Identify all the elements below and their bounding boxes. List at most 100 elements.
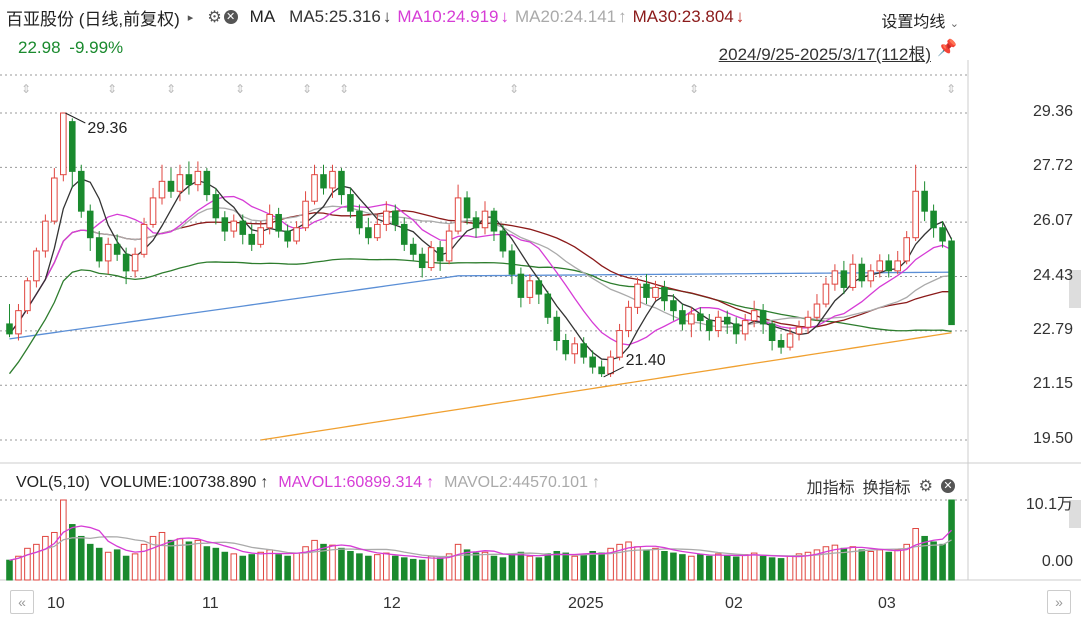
candle-body: [885, 260, 893, 272]
volume-bar: [221, 551, 229, 581]
volume-bar: [822, 546, 830, 581]
candle-body: [436, 247, 444, 262]
ma-label: MA: [249, 7, 276, 26]
candle-body: [302, 200, 309, 229]
candle-body: [526, 280, 534, 298]
volume-bar: [95, 547, 103, 581]
switch-indicator-button[interactable]: 换指标: [862, 480, 911, 497]
price-tick-label: 26.07: [1032, 212, 1073, 230]
candle-body: [580, 343, 587, 358]
candle-body: [60, 112, 67, 176]
candle-body: [840, 270, 848, 288]
mavol2-value: MAVOL2:44570.101: [444, 474, 588, 491]
volume-bar: [759, 555, 767, 581]
time-tick-label: 11: [202, 595, 219, 612]
candle-body: [607, 356, 614, 375]
volume-bar: [33, 543, 40, 581]
volume-bar: [329, 544, 336, 581]
ma10-down-arrow-icon: ↓: [500, 7, 509, 26]
candle-body: [131, 253, 139, 272]
ma10-line: [8, 195, 952, 346]
time-tick-label: 02: [725, 595, 743, 612]
title-dropdown-icon[interactable]: ▸: [187, 11, 194, 24]
candle-body: [95, 237, 103, 262]
volume-bar: [535, 557, 543, 581]
close-icon[interactable]: ✕: [941, 479, 955, 493]
right-scroll-handle-volume[interactable]: [1069, 500, 1081, 528]
volume-bar: [418, 559, 426, 581]
event-marker-icon: ⇕: [946, 82, 956, 96]
candle-body: [42, 220, 49, 252]
low-annotation-label: 21.40: [626, 352, 666, 369]
candle-body: [86, 210, 94, 239]
stock-title[interactable]: 百亚股份 (日线,前复权): [6, 9, 180, 29]
candle-body: [499, 230, 507, 252]
pin-icon[interactable]: 📌: [937, 40, 957, 57]
candle-body: [768, 323, 776, 342]
candle-body: [732, 323, 740, 335]
vol-label: VOL(5,10): [16, 474, 90, 491]
volume-bar: [24, 547, 31, 581]
price-tick-label: 21.15: [1032, 375, 1073, 393]
candle-body: [930, 210, 937, 229]
volume-bar: [239, 555, 247, 581]
candle-body: [589, 356, 596, 368]
candle-body: [813, 303, 821, 318]
price-tick-label: 19.50: [1032, 430, 1073, 447]
candle-body: [266, 213, 273, 229]
scroll-left-button[interactable]: «: [10, 590, 34, 614]
candle-body: [257, 227, 264, 245]
volume-bar: [616, 543, 623, 581]
candle-body: [831, 270, 839, 285]
candle-body: [15, 310, 22, 335]
volume-bar: [42, 535, 49, 581]
candle-body: [356, 210, 363, 229]
gear-icon[interactable]: ⚙: [207, 9, 222, 26]
event-marker-icon: ⇕: [302, 82, 312, 96]
candle-body: [347, 194, 354, 212]
candle-body: [903, 237, 910, 262]
volume-bar: [275, 554, 282, 581]
volume-bar: [122, 555, 130, 581]
mavol1-up-arrow-icon: ↑: [426, 474, 435, 491]
scroll-right-button[interactable]: »: [1047, 590, 1071, 614]
close-icon[interactable]: ✕: [223, 10, 238, 24]
date-range[interactable]: 2024/9/25-2025/3/17(112根): [718, 45, 931, 64]
volume-bar: [903, 543, 910, 581]
volume-bar: [104, 551, 112, 581]
candle-body: [688, 313, 695, 325]
candle-body: [544, 293, 552, 318]
volume-bar: [391, 555, 399, 581]
candle-body: [284, 230, 291, 242]
gear-icon[interactable]: ⚙: [918, 478, 933, 495]
time-tick-label: 12: [383, 595, 401, 612]
candle-body: [490, 210, 498, 232]
ma-settings-button[interactable]: 设置均线 ⌄: [881, 8, 959, 32]
price-tick-label: 27.72: [1032, 157, 1073, 175]
candle-body: [69, 121, 76, 172]
volume-bar: [885, 551, 893, 581]
candle-body: [338, 170, 345, 196]
volume-bar: [723, 554, 731, 581]
mavol1-value: MAVOL1:60899.314: [278, 474, 423, 491]
right-scroll-handle[interactable]: [1069, 270, 1081, 308]
volume-bar: [706, 555, 713, 581]
candle-body: [158, 180, 166, 199]
volume-bar: [51, 531, 58, 581]
volume-bar: [652, 547, 659, 581]
volume-bar: [813, 549, 821, 581]
candle-body: [706, 320, 713, 332]
volume-bar: [338, 547, 345, 581]
time-tick-label: 10: [47, 595, 65, 612]
volume-bar: [77, 535, 85, 581]
volume-bar: [409, 558, 417, 581]
candle-body: [822, 283, 830, 305]
candle-body: [697, 313, 704, 322]
event-marker-icon: ⇕: [689, 82, 699, 96]
add-indicator-button[interactable]: 加指标: [806, 480, 855, 497]
chevron-down-icon: ⌄: [949, 18, 959, 30]
volume-bar: [365, 555, 372, 581]
volume-bar: [831, 544, 839, 581]
volume-bar: [356, 553, 363, 581]
